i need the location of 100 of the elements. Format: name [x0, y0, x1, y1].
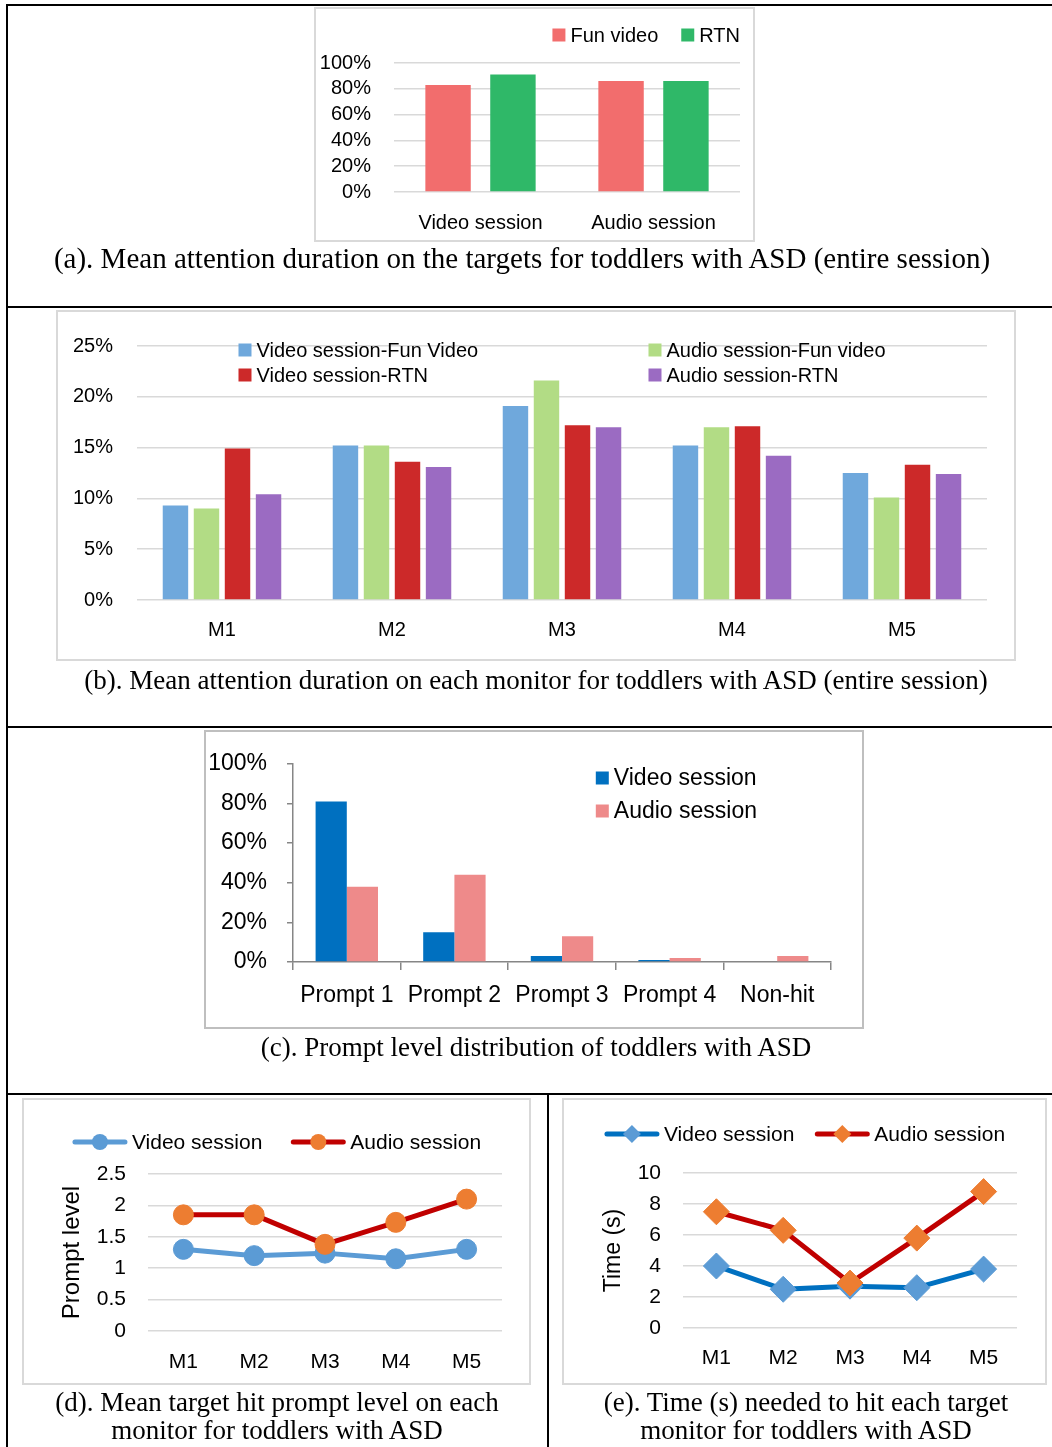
x-tick-label: M2: [378, 617, 406, 640]
y-tick-label: 1.5: [96, 1223, 126, 1247]
x-tick-label: M2: [239, 1348, 269, 1372]
x-tick-label: M3: [310, 1348, 340, 1372]
y-tick-label: 0%: [233, 947, 267, 974]
point: [243, 1245, 265, 1267]
y-tick-label: 5%: [84, 536, 114, 559]
text: (a). Mean attention duration on the targets for toddlers with ASD (entire session): [52, 242, 992, 274]
legend-label: Fun video: [570, 23, 659, 46]
bar: [777, 956, 809, 962]
y-tick-label: 60%: [330, 102, 372, 125]
point: [385, 1248, 407, 1270]
point: [456, 1238, 478, 1260]
point: [314, 1233, 336, 1255]
x-tick-label: M4: [381, 1348, 411, 1372]
bar: [423, 932, 455, 962]
y-tick-label: 40%: [330, 127, 372, 150]
text: (c). Prompt level distribution of toddlers with ASD: [259, 1032, 813, 1062]
y-tick-label: 60%: [220, 828, 267, 855]
bar: [904, 464, 931, 600]
bar: [490, 74, 536, 192]
point: [903, 1274, 931, 1302]
bar: [454, 874, 486, 962]
y-tick-label: 6: [649, 1221, 661, 1245]
x-tick-label: M3: [835, 1344, 865, 1368]
y-tick-label: 2: [649, 1283, 661, 1307]
legend-label: Video session: [663, 1121, 795, 1145]
y-tick-label: 80%: [220, 788, 267, 815]
legend-label: Video session: [613, 764, 757, 791]
y-tick-label: 10%: [72, 485, 114, 508]
bar: [564, 425, 591, 600]
y-tick-label: 100%: [319, 50, 372, 73]
point: [702, 1198, 730, 1226]
y-tick-label: 25%: [72, 333, 114, 356]
x-tick-label: Prompt 3: [515, 981, 609, 1008]
text: (d). Mean target hit prompt level on each monitor for toddlers with ASD: [54, 1387, 500, 1446]
legend-label: Video session: [131, 1129, 263, 1153]
text: (b). Mean attention duration on each monitor for toddlers with ASD (entire session): [83, 665, 989, 695]
y-tick-label: 1: [114, 1255, 126, 1278]
y-tick-label: 80%: [330, 76, 372, 99]
y-tick-label: 0: [114, 1317, 126, 1341]
x-tick-label: Non-hit: [740, 981, 815, 1008]
y-tick-label: 100%: [208, 749, 267, 776]
bar: [562, 936, 594, 962]
bar: [255, 494, 282, 600]
legend-label: Audio session: [874, 1121, 1006, 1145]
bar: [669, 958, 701, 962]
legend-label: Audio session-Fun video: [666, 338, 886, 361]
bar: [425, 84, 471, 192]
x-tick-label: M5: [888, 617, 916, 640]
bar: [734, 426, 761, 600]
y-tick-label: 0: [649, 1314, 661, 1338]
x-tick-label: M1: [168, 1348, 198, 1372]
point: [903, 1224, 931, 1252]
x-tick-label: M5: [452, 1348, 482, 1372]
y-tick-label: 2: [114, 1192, 126, 1216]
legend-label: RTN: [699, 23, 741, 46]
y-tick-label: 15%: [72, 435, 114, 458]
legend-label: Audio session: [350, 1129, 482, 1153]
legend-label: Video session-RTN: [256, 363, 429, 386]
x-tick-label: Prompt 1: [300, 981, 394, 1008]
y-tick-label: 0%: [342, 179, 372, 202]
y-tick-label: 10: [637, 1159, 661, 1183]
y-tick-label: 4: [649, 1252, 662, 1276]
y-tick-label: 40%: [220, 868, 267, 895]
bar: [346, 886, 378, 962]
y-tick-label: 0.5: [96, 1286, 126, 1310]
bar: [842, 473, 869, 600]
point: [702, 1252, 730, 1280]
y-axis-title: Prompt level: [56, 1185, 84, 1320]
point: [769, 1275, 797, 1303]
point: [172, 1204, 194, 1226]
y-tick-label: 0%: [84, 587, 114, 610]
point: [970, 1178, 998, 1206]
x-tick-label: Prompt 2: [407, 981, 502, 1008]
x-tick-label: M3: [548, 617, 576, 640]
y-tick-label: 20%: [330, 153, 372, 176]
y-tick-label: 20%: [72, 384, 114, 407]
legend-label: Audio session: [613, 797, 757, 824]
point: [243, 1204, 265, 1226]
point: [970, 1255, 998, 1283]
text: (e). Time (s) needed to hit each target monitor for toddlers with ASD: [602, 1387, 1010, 1446]
bar: [162, 505, 189, 600]
bar: [595, 427, 622, 600]
legend-label: Video session-Fun Video: [256, 338, 479, 361]
legend-label: Audio session-RTN: [666, 363, 839, 386]
bar: [873, 497, 900, 600]
bar: [765, 455, 792, 600]
bar: [193, 508, 220, 600]
point: [385, 1211, 407, 1233]
point: [456, 1188, 478, 1210]
bar: [363, 445, 390, 600]
bar: [533, 380, 560, 600]
bar: [502, 405, 529, 600]
y-axis-title: Time (s): [599, 1208, 626, 1293]
x-tick-label: Prompt 4: [622, 981, 717, 1008]
y-tick-label: 8: [649, 1190, 661, 1214]
point: [172, 1238, 194, 1260]
bar: [530, 956, 562, 962]
x-tick-label: M2: [768, 1344, 798, 1368]
